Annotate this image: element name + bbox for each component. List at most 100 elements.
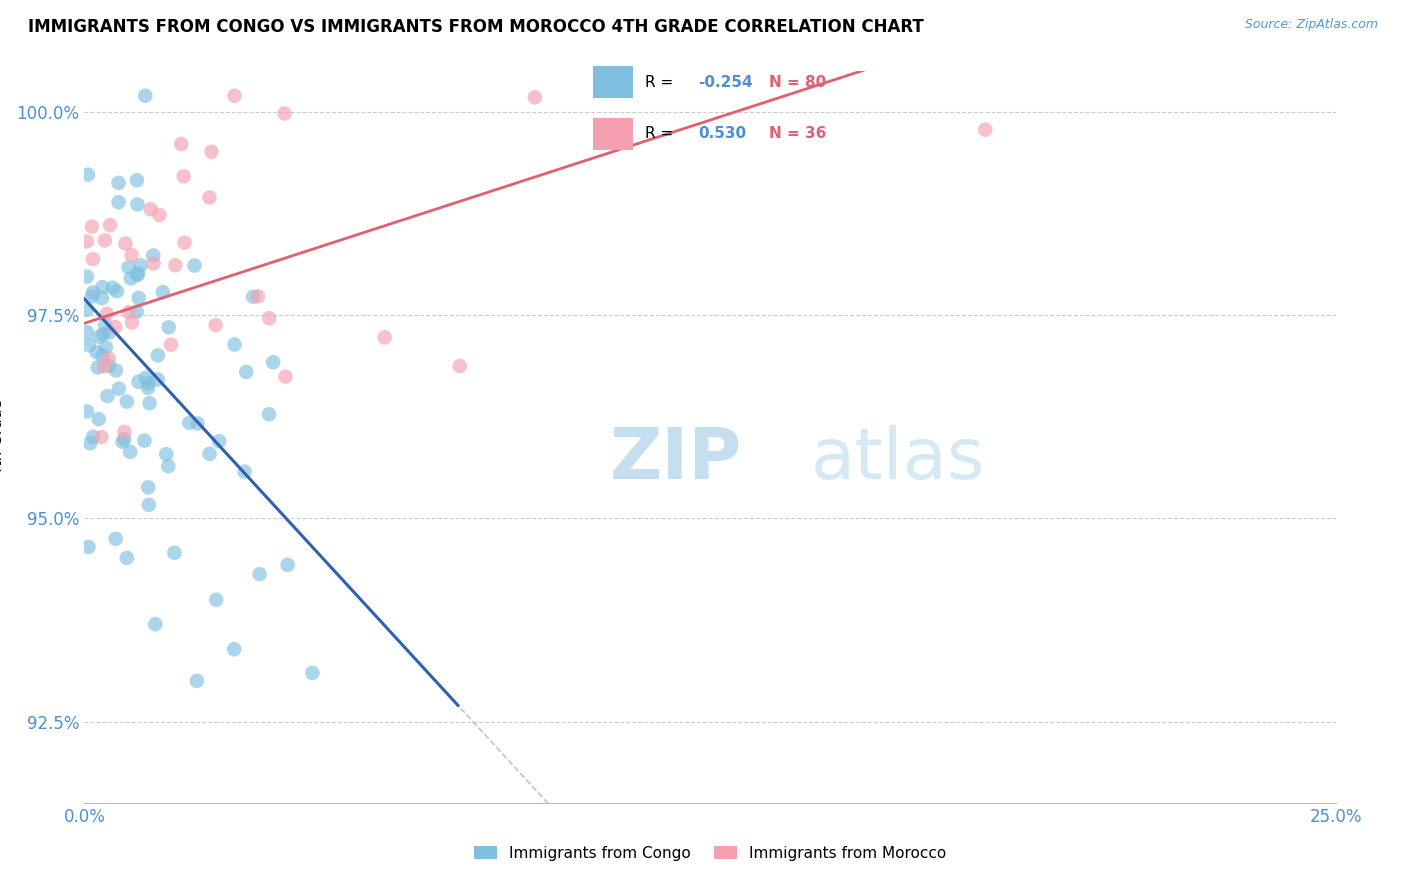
- Point: [86, 345, 108, 359]
- Point: [82, 252, 104, 266]
- Point: [91, 326, 114, 341]
- Text: Source: ZipAtlas.com: Source: ZipAtlas.com: [1244, 18, 1378, 31]
- Point: [91, 291, 114, 305]
- Point: [112, 425, 135, 439]
- Point: [142, 256, 165, 270]
- Point: [98, 359, 121, 373]
- Point: [90, 430, 112, 444]
- Point: [200, 145, 222, 159]
- Point: [233, 465, 256, 479]
- Point: [301, 665, 323, 680]
- FancyBboxPatch shape: [593, 66, 633, 98]
- Point: [198, 190, 221, 204]
- Point: [91, 280, 114, 294]
- Point: [76, 269, 98, 284]
- Text: IMMIGRANTS FROM CONGO VS IMMIGRANTS FROM MOROCCO 4TH GRADE CORRELATION CHART: IMMIGRANTS FROM CONGO VS IMMIGRANTS FROM…: [28, 18, 924, 36]
- Point: [163, 546, 186, 560]
- Point: [115, 394, 138, 409]
- Point: [183, 259, 205, 273]
- Point: [115, 550, 138, 565]
- Point: [135, 371, 157, 385]
- Point: [152, 285, 174, 299]
- Point: [101, 281, 124, 295]
- Point: [155, 447, 177, 461]
- Point: [136, 480, 159, 494]
- Text: N = 36: N = 36: [769, 127, 827, 141]
- Text: 0.530: 0.530: [697, 127, 747, 141]
- Point: [523, 90, 546, 104]
- Point: [246, 289, 269, 303]
- Point: [148, 208, 170, 222]
- Point: [224, 337, 246, 351]
- Point: [125, 173, 148, 187]
- Point: [277, 558, 299, 572]
- Point: [94, 340, 117, 354]
- Point: [146, 348, 169, 362]
- Point: [136, 381, 159, 395]
- Point: [94, 234, 117, 248]
- Point: [186, 417, 208, 431]
- Point: [79, 436, 101, 450]
- Point: [76, 235, 98, 249]
- Text: N = 80: N = 80: [769, 75, 827, 90]
- Point: [111, 434, 134, 449]
- Text: -0.254: -0.254: [697, 75, 752, 90]
- Point: [235, 365, 257, 379]
- Point: [76, 302, 98, 317]
- Point: [117, 260, 139, 275]
- Point: [374, 330, 396, 344]
- Point: [186, 673, 208, 688]
- Point: [127, 375, 149, 389]
- Point: [121, 316, 143, 330]
- Point: [80, 219, 103, 234]
- Point: [208, 434, 231, 449]
- Point: [249, 567, 271, 582]
- Point: [204, 318, 226, 332]
- Legend: Immigrants from Congo, Immigrants from Morocco: Immigrants from Congo, Immigrants from M…: [467, 838, 953, 868]
- Point: [77, 168, 100, 182]
- Text: ZIP: ZIP: [610, 425, 742, 493]
- Point: [82, 430, 104, 444]
- Point: [142, 248, 165, 262]
- Point: [89, 330, 111, 344]
- Point: [139, 202, 162, 217]
- Point: [94, 318, 117, 332]
- Point: [165, 258, 187, 272]
- Point: [242, 290, 264, 304]
- Point: [120, 271, 142, 285]
- Point: [257, 311, 280, 326]
- Point: [104, 363, 127, 377]
- Point: [127, 268, 149, 282]
- Point: [127, 266, 149, 280]
- FancyBboxPatch shape: [593, 118, 633, 150]
- Point: [146, 372, 169, 386]
- Point: [127, 197, 149, 211]
- Point: [98, 326, 121, 340]
- Point: [104, 532, 127, 546]
- Point: [96, 389, 118, 403]
- Point: [91, 349, 114, 363]
- Point: [104, 320, 127, 334]
- Point: [98, 218, 121, 232]
- Point: [105, 285, 128, 299]
- Point: [134, 434, 156, 448]
- Text: R =: R =: [645, 75, 673, 90]
- Text: R =: R =: [645, 127, 673, 141]
- Point: [157, 459, 180, 474]
- Point: [118, 305, 141, 319]
- Point: [179, 416, 201, 430]
- Point: [76, 404, 98, 418]
- Point: [96, 307, 118, 321]
- Point: [107, 176, 129, 190]
- Point: [121, 248, 143, 262]
- Point: [108, 382, 131, 396]
- Point: [170, 137, 193, 152]
- Point: [205, 592, 228, 607]
- Point: [224, 88, 246, 103]
- Point: [160, 337, 183, 351]
- Point: [77, 338, 100, 352]
- Point: [76, 325, 98, 339]
- Point: [449, 359, 471, 373]
- Point: [138, 396, 160, 410]
- Point: [128, 291, 150, 305]
